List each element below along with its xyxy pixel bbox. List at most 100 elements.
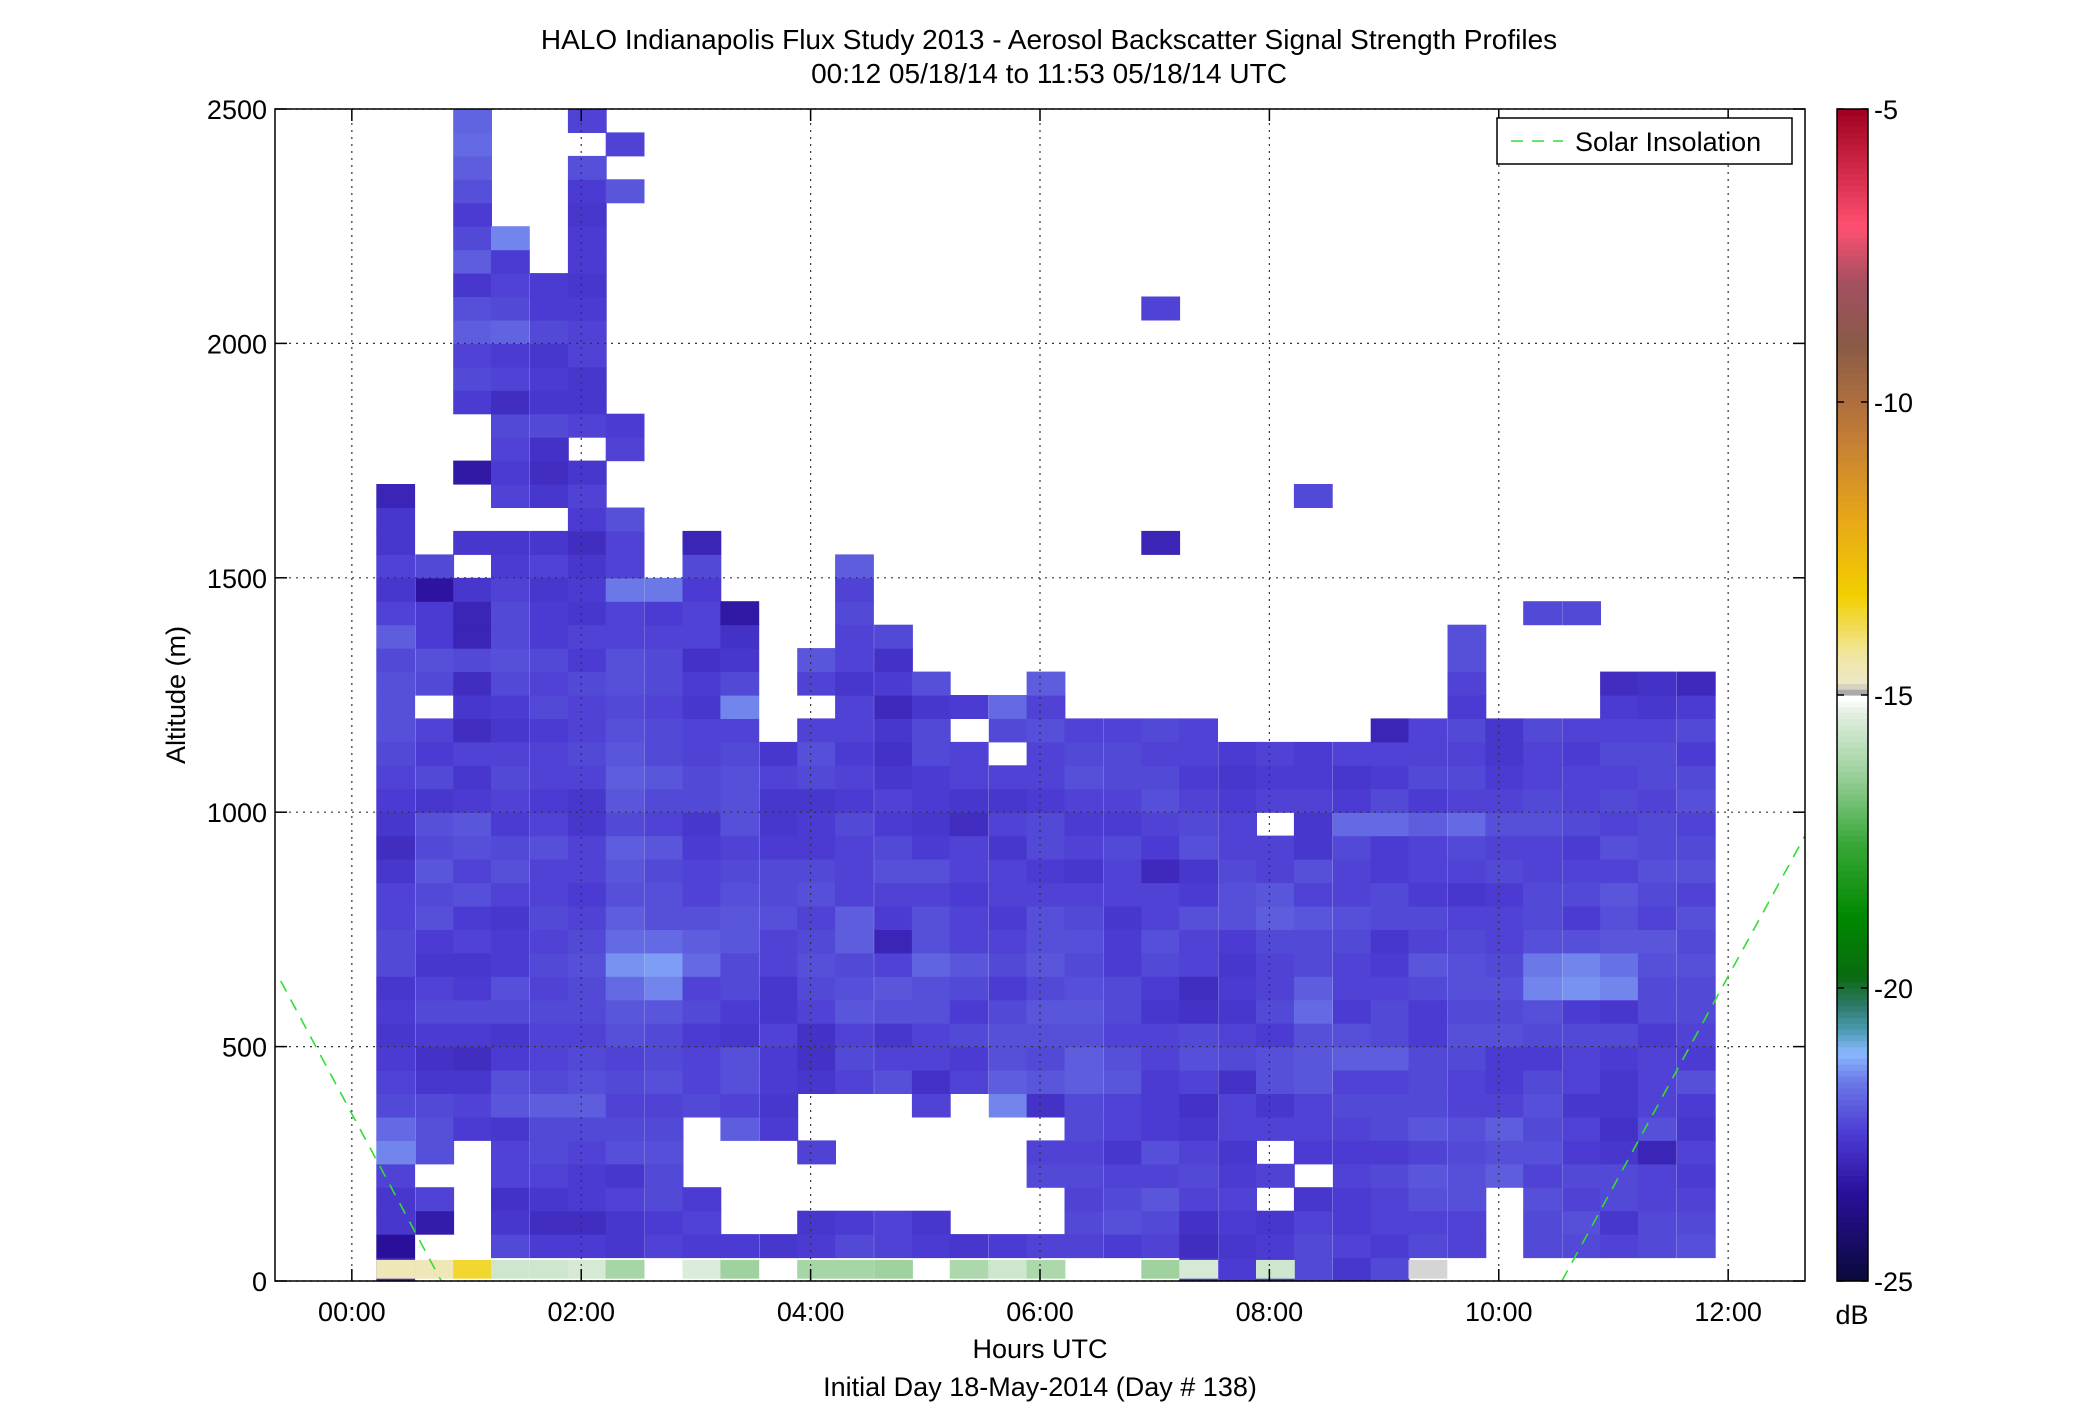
- heatmap-cell: [1562, 1234, 1601, 1259]
- heatmap-cell: [1218, 999, 1257, 1024]
- heatmap-cell: [988, 999, 1028, 1024]
- colorbar-segment: [1837, 958, 1868, 966]
- heatmap-cell: [682, 601, 722, 626]
- heatmap-cell: [949, 695, 989, 719]
- heatmap-cell: [1103, 1140, 1143, 1165]
- heatmap-cell: [644, 1116, 684, 1141]
- heatmap-cell: [1026, 765, 1066, 790]
- heatmap-cell: [874, 812, 913, 837]
- heatmap-cell: [759, 1023, 799, 1048]
- colorbar-segment: [1837, 1087, 1868, 1095]
- heatmap-cell: [682, 1070, 722, 1094]
- colorbar-segment: [1837, 946, 1868, 954]
- colorbar-segment: [1837, 185, 1868, 192]
- heatmap-cell: [530, 273, 569, 298]
- heatmap-cell: [682, 1046, 722, 1071]
- heatmap-cell: [1485, 952, 1525, 977]
- heatmap-cell: [797, 671, 836, 696]
- heatmap-cell: [682, 648, 722, 673]
- heatmap-cell: [1370, 765, 1410, 790]
- colorbar-segment: [1837, 648, 1868, 655]
- heatmap-cell: [415, 577, 455, 602]
- heatmap-cell: [874, 999, 913, 1024]
- heatmap-cell: [1637, 1046, 1677, 1071]
- colorbar-segment: [1837, 1011, 1868, 1018]
- heatmap-cell: [835, 1070, 874, 1094]
- heatmap-cell: [453, 530, 492, 555]
- heatmap-cell: [376, 1163, 416, 1188]
- heatmap-cell: [874, 859, 913, 884]
- heatmap-cell: [644, 1070, 684, 1094]
- heatmap-cell: [1218, 929, 1257, 954]
- heatmap-cell: [491, 1163, 530, 1188]
- heatmap-cell: [682, 999, 722, 1024]
- colorbar-segment: [1837, 1017, 1868, 1024]
- heatmap-cell: [1370, 999, 1410, 1024]
- heatmap-cell: [453, 202, 492, 227]
- colorbar-segment: [1837, 624, 1868, 632]
- colorbar-segment: [1837, 583, 1868, 591]
- heatmap-cell: [1141, 1093, 1181, 1118]
- heatmap-cell: [759, 1093, 799, 1118]
- y-tick-label: 500: [222, 1033, 267, 1063]
- colorbar-segment: [1837, 114, 1868, 122]
- heatmap-cell: [491, 648, 530, 673]
- colorbar-segment: [1837, 466, 1868, 473]
- colorbar-segment: [1837, 554, 1868, 561]
- heatmap-cell: [530, 1187, 569, 1212]
- heatmap-cell: [1523, 952, 1562, 977]
- chart-title: HALO Indianapolis Flux Study 2013 - Aero…: [540, 24, 1558, 55]
- heatmap-cell: [376, 1234, 416, 1259]
- heatmap-cell: [1408, 976, 1448, 1001]
- heatmap-cell: [1026, 929, 1066, 954]
- heatmap-cell: [1637, 1210, 1677, 1235]
- heatmap-cell: [988, 1070, 1028, 1094]
- surface-cell: [797, 1259, 836, 1279]
- heatmap-cell: [1408, 906, 1448, 930]
- colorbar-segment: [1837, 935, 1868, 942]
- heatmap-cell: [1026, 1023, 1066, 1048]
- colorbar-segment: [1837, 331, 1868, 339]
- heatmap-cell: [491, 906, 530, 930]
- heatmap-cell: [453, 366, 492, 391]
- heatmap-cell: [530, 695, 569, 719]
- colorbar-segment: [1837, 413, 1868, 421]
- colorbar-segment: [1837, 724, 1868, 731]
- heatmap-cell: [1637, 1140, 1677, 1165]
- heatmap-cell: [453, 929, 492, 954]
- heatmap-cell: [949, 906, 989, 930]
- heatmap-cell: [874, 929, 913, 954]
- heatmap-cell: [491, 437, 530, 462]
- heatmap-cell: [1676, 1116, 1716, 1141]
- colorbar-segment: [1837, 132, 1868, 139]
- y-tick-label: 0: [252, 1267, 267, 1297]
- heatmap-cell: [376, 1187, 416, 1212]
- heatmap-cell: [1447, 1210, 1487, 1235]
- heatmap-cell: [567, 273, 607, 298]
- colorbar-segment: [1837, 988, 1868, 995]
- heatmap-cell: [530, 859, 569, 884]
- heatmap-cell: [1256, 1210, 1295, 1235]
- heatmap-cell: [1637, 1187, 1677, 1212]
- heatmap-cell: [797, 812, 836, 837]
- heatmap-cell: [453, 999, 492, 1024]
- colorbar-segment: [1837, 571, 1868, 579]
- heatmap-cell: [605, 812, 645, 837]
- heatmap-cell: [1256, 976, 1295, 1001]
- heatmap-cell: [567, 695, 607, 719]
- heatmap-cell: [605, 952, 645, 977]
- heatmap-cell: [1064, 835, 1104, 860]
- heatmap-cell: [1103, 1116, 1143, 1141]
- heatmap-cell: [1523, 1046, 1562, 1071]
- surface-cell: [720, 1259, 760, 1279]
- heatmap-cell: [1293, 812, 1333, 837]
- heatmap-cell: [1218, 976, 1257, 1001]
- colorbar-segment: [1837, 952, 1868, 960]
- heatmap-cell: [1064, 1163, 1104, 1188]
- heatmap-cell: [1370, 718, 1410, 743]
- heatmap-cell: [644, 976, 684, 1001]
- colorbar-segment: [1837, 495, 1868, 503]
- colorbar-segment: [1837, 864, 1868, 872]
- heatmap-cell: [567, 460, 607, 485]
